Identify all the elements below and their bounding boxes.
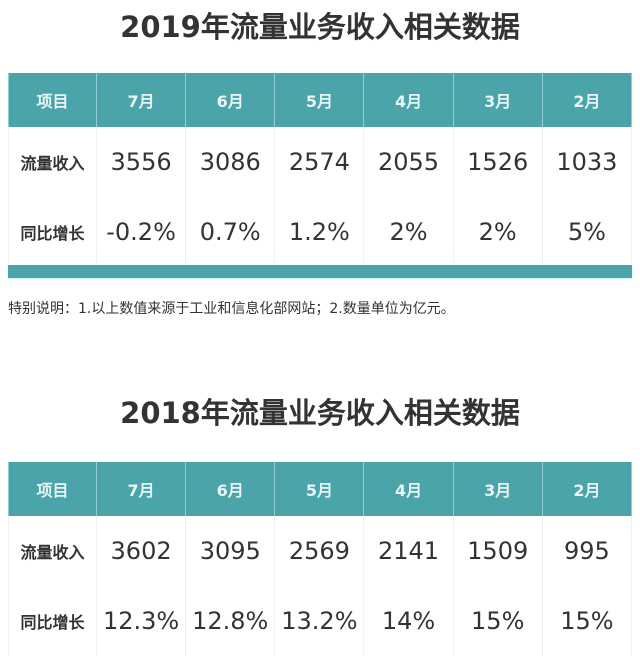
header-cell-month: 6月 — [185, 462, 276, 516]
table-cell: 12.3% — [95, 586, 187, 656]
table-2018-title: 2018年流量业务收入相关数据 — [120, 396, 520, 430]
table-row-growth: 同比增长 12.3% 12.8% 13.2% 14% 15% 15% — [8, 586, 633, 656]
header-cell-month: 2月 — [541, 462, 633, 516]
header-cell-month: 6月 — [185, 73, 276, 127]
table-cell: 5% — [541, 197, 633, 267]
row-label: 流量收入 — [8, 516, 97, 586]
table-cell: 2569 — [274, 516, 365, 586]
footnote: 特别说明：1.以上数值来源于工业和信息化部网站；2.数量单位为亿元。 — [8, 301, 455, 317]
table-cell: 1.2% — [274, 197, 365, 267]
table-cell: 3095 — [185, 516, 276, 586]
table-cell: 1033 — [541, 127, 633, 197]
table-cell: 2141 — [363, 516, 454, 586]
table-cell: 14% — [363, 586, 454, 656]
table-2019-title: 2019年流量业务收入相关数据 — [120, 10, 520, 44]
table-cell: 2055 — [363, 127, 454, 197]
header-cell-month: 5月 — [274, 73, 365, 127]
row-label: 同比增长 — [8, 586, 97, 656]
header-cell-month: 4月 — [363, 73, 454, 127]
row-label: 同比增长 — [8, 197, 97, 267]
header-cell-item: 项目 — [8, 73, 97, 127]
table-cell: 15% — [541, 586, 633, 656]
table-cell: 0.7% — [185, 197, 276, 267]
table-cell: 12.8% — [185, 586, 276, 656]
table-cell: 13.2% — [274, 586, 365, 656]
header-cell-month: 4月 — [363, 462, 454, 516]
table-cell: 3556 — [95, 127, 187, 197]
table-cell: 2% — [452, 197, 543, 267]
table-cell: 1526 — [452, 127, 543, 197]
table-cell: 3602 — [95, 516, 187, 586]
header-cell-month: 3月 — [452, 73, 543, 127]
table-cell: 2574 — [274, 127, 365, 197]
table-cell: 995 — [541, 516, 633, 586]
table-cell: 1509 — [452, 516, 543, 586]
header-cell-month: 2月 — [541, 73, 633, 127]
table-cell: -0.2% — [95, 197, 187, 267]
header-cell-item: 项目 — [8, 462, 97, 516]
table-2019: 项目 7月 6月 5月 4月 3月 2月 流量收入 3556 3086 2574… — [8, 73, 633, 267]
table-cell: 3086 — [185, 127, 276, 197]
table-row-growth: 同比增长 -0.2% 0.7% 1.2% 2% 2% 5% — [8, 197, 633, 267]
row-label: 流量收入 — [8, 127, 97, 197]
header-cell-month: 5月 — [274, 462, 365, 516]
header-row: 项目 7月 6月 5月 4月 3月 2月 — [8, 73, 633, 127]
header-cell-month: 7月 — [95, 462, 187, 516]
table-2018: 项目 7月 6月 5月 4月 3月 2月 流量收入 3602 3095 2569… — [8, 462, 633, 656]
header-cell-month: 7月 — [95, 73, 187, 127]
table-row-revenue: 流量收入 3602 3095 2569 2141 1509 995 — [8, 516, 633, 586]
header-cell-month: 3月 — [452, 462, 543, 516]
table-cell: 2% — [363, 197, 454, 267]
table-footer-bar — [8, 265, 632, 278]
table-cell: 15% — [452, 586, 543, 656]
table-row-revenue: 流量收入 3556 3086 2574 2055 1526 1033 — [8, 127, 633, 197]
header-row: 项目 7月 6月 5月 4月 3月 2月 — [8, 462, 633, 516]
